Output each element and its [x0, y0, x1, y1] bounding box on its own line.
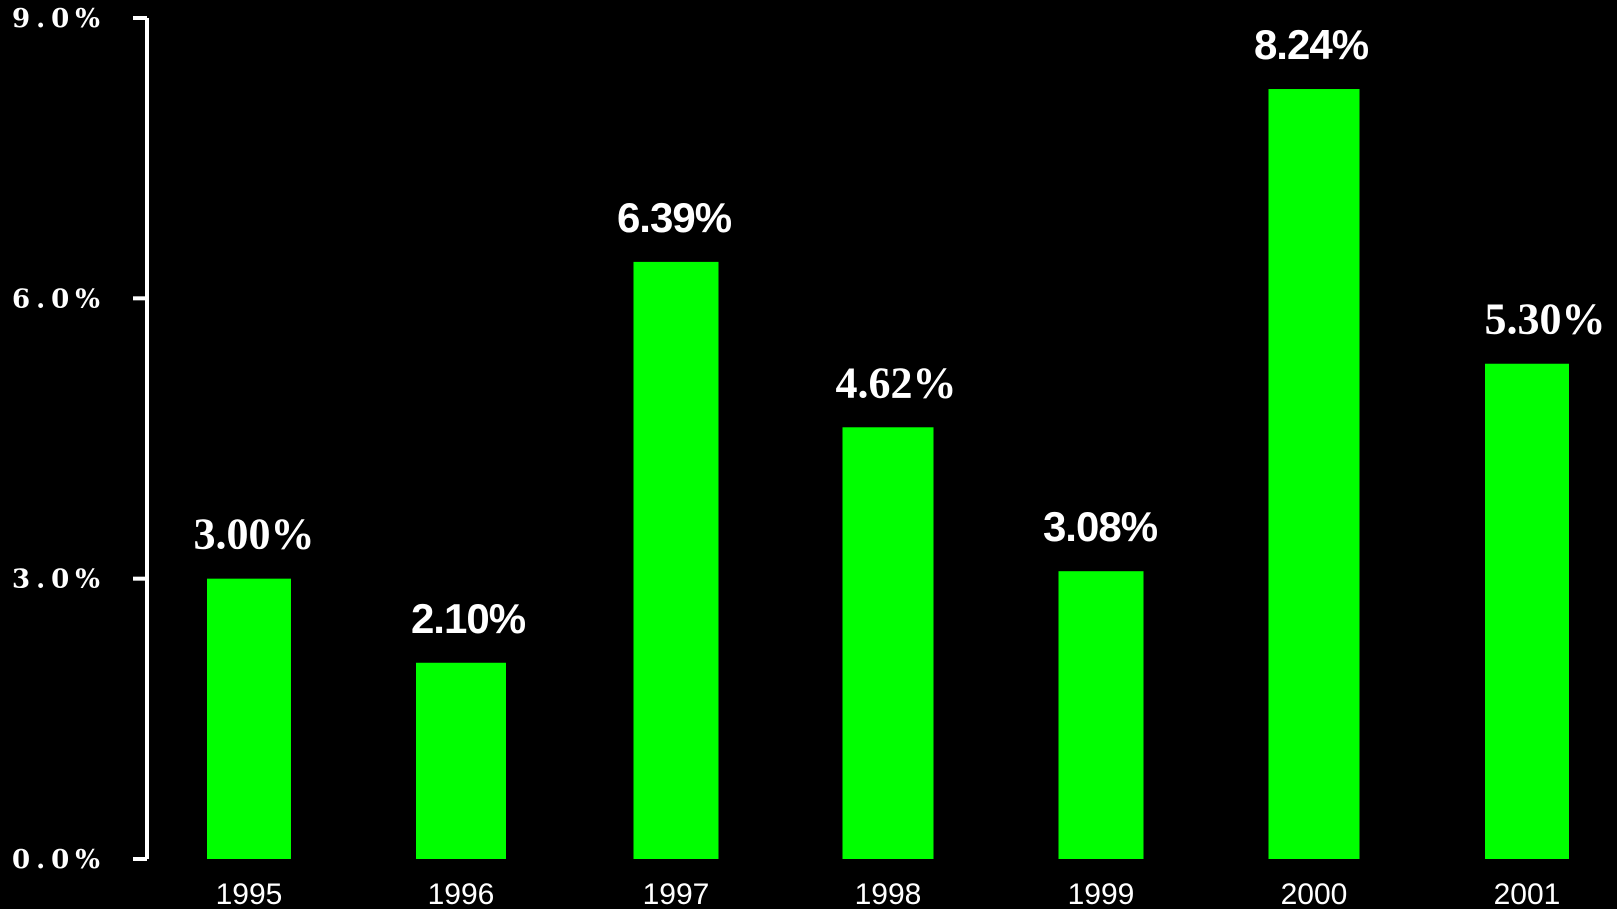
bar-1998 — [842, 427, 934, 859]
bar-1996 — [416, 662, 506, 859]
data-label-1995: 3.00% — [194, 510, 315, 559]
data-label-1997: 6.39% — [617, 194, 732, 241]
y-tick-label: 6.0% — [12, 284, 106, 314]
data-label-1996: 2.10% — [411, 595, 526, 642]
bar-1997 — [633, 261, 719, 859]
data-label-1998: 4.62% — [836, 358, 957, 407]
bar-1995 — [207, 578, 291, 859]
x-tick-label-2000: 2000 — [1281, 878, 1348, 909]
x-tick-label-1996: 1996 — [428, 878, 495, 909]
data-label-2000: 8.24% — [1254, 21, 1369, 68]
x-tick-label-1999: 1999 — [1068, 878, 1135, 909]
y-axis: 0.0% 3.0% 6.0% 9.0% — [12, 4, 149, 875]
bar-2000 — [1268, 89, 1360, 860]
data-labels: 3.00% 2.10% 6.39% 4.62% 3.08% 8.24% 5.30% — [194, 21, 1606, 642]
bar-2001 — [1485, 363, 1569, 859]
x-tick-label-1998: 1998 — [855, 878, 922, 909]
x-axis-tick-labels: 1995 1996 1997 1998 1999 2000 2001 — [216, 878, 1561, 909]
x-tick-label-1995: 1995 — [216, 878, 283, 909]
y-tick-label: 3.0% — [12, 565, 106, 595]
x-tick-label-1997: 1997 — [643, 878, 710, 909]
y-tick-label: 0.0% — [12, 845, 106, 875]
y-tick-label: 9.0% — [12, 4, 106, 34]
bar-1999 — [1058, 571, 1144, 859]
bar-series — [207, 89, 1569, 860]
data-label-2001: 5.30% — [1485, 295, 1606, 344]
x-tick-label-2001: 2001 — [1494, 878, 1561, 909]
data-label-1999: 3.08% — [1043, 503, 1158, 550]
